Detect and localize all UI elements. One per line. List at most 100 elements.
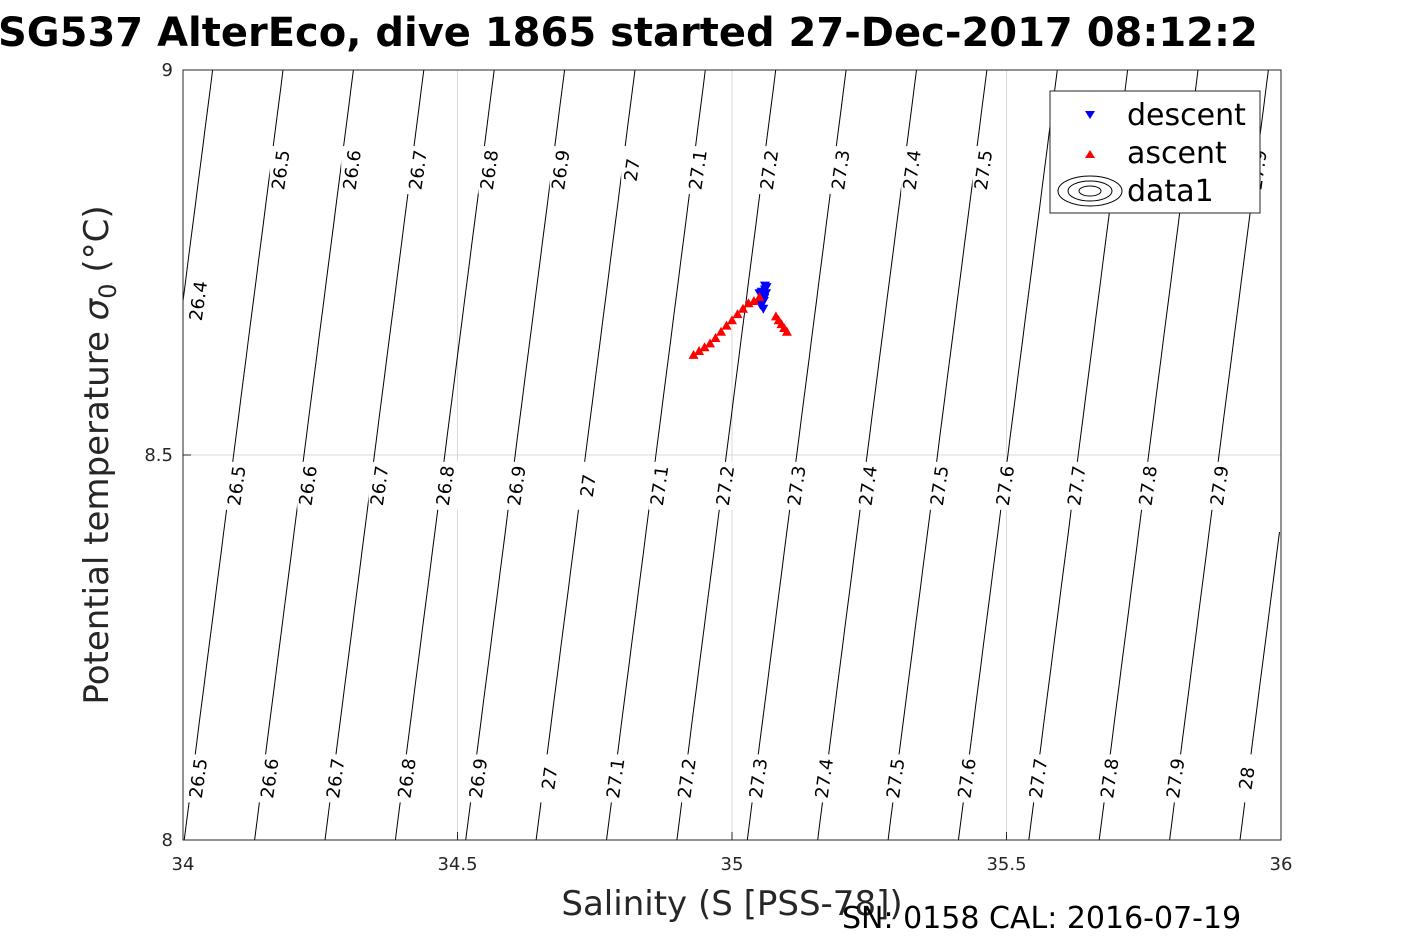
legend-descent-label: descent xyxy=(1127,98,1246,133)
contour-label-bg xyxy=(225,461,250,510)
contour-label-bg xyxy=(994,461,1019,510)
contour-label-bg xyxy=(258,754,283,803)
contour-label-bg xyxy=(687,146,712,195)
contour-label-bg xyxy=(1065,461,1090,510)
ascent-point xyxy=(754,292,765,302)
contour-label-bg xyxy=(648,461,673,510)
ascent-point xyxy=(716,326,727,336)
y-tick-label: 8 xyxy=(162,830,173,851)
contour-label-bg xyxy=(187,277,212,325)
density-contour-line xyxy=(535,69,636,841)
contour-label-bg xyxy=(407,146,432,195)
density-contour-line xyxy=(183,69,284,841)
contour-label-bg xyxy=(549,146,574,195)
density-contour-line xyxy=(746,69,847,841)
contour-label-bg xyxy=(785,461,810,510)
legend-descent-marker xyxy=(1085,111,1095,119)
ascent-point xyxy=(737,303,748,313)
contour-label-bg xyxy=(972,146,997,195)
ascent-point xyxy=(781,326,792,336)
density-contour-line xyxy=(324,69,425,841)
contour-label-bg xyxy=(467,754,492,803)
legend: descent ascent data1 xyxy=(1049,90,1261,214)
contour-label-bg xyxy=(829,146,854,195)
contour-label-bg xyxy=(621,146,646,195)
contour-label: 27 xyxy=(538,766,562,792)
ascent-point xyxy=(710,332,721,342)
contour-label-bg xyxy=(857,461,882,510)
legend-contour-icon xyxy=(1057,175,1123,207)
contour-label-bg xyxy=(1164,754,1189,803)
calibration-footer: SN: 0158 CAL: 2016-07-19 xyxy=(842,901,1241,936)
contour-label-bg xyxy=(187,754,212,803)
legend-ascent-marker xyxy=(1085,150,1095,158)
contour-label: 27 xyxy=(577,473,601,499)
contour-label-bg xyxy=(341,146,366,195)
ascent-point xyxy=(721,320,732,330)
contour-label-bg xyxy=(478,146,503,195)
contour-label-bg xyxy=(604,754,629,803)
x-tick-label: 35.5 xyxy=(986,854,1026,875)
legend-ascent-label: ascent xyxy=(1127,136,1227,171)
contour-label-bg xyxy=(928,461,953,510)
ascent-point xyxy=(699,342,710,352)
contour-labels: 26.426.5 26.6 26.7 26.8 26.9 27 27.1 27.2 27.3 27… xyxy=(186,146,1272,803)
x-tick-label: 34.5 xyxy=(437,854,477,875)
legend-data1-label: data1 xyxy=(1127,174,1214,209)
axis-ticks: 34 34.5 35 35.5 36 8 8.5 9 xyxy=(144,60,1292,875)
ascent-point xyxy=(688,349,699,359)
contour-label: 27 xyxy=(621,157,645,183)
density-contour-line xyxy=(676,69,777,841)
density-contour-line xyxy=(817,69,917,841)
contour-label-bg xyxy=(1098,754,1123,803)
x-tick-label: 34 xyxy=(172,854,195,875)
contour-label-bg xyxy=(1137,461,1162,510)
contour-label-bg xyxy=(505,461,530,510)
legend-box xyxy=(1049,90,1261,214)
contour-label-bg xyxy=(538,754,563,803)
data-points xyxy=(688,281,792,359)
ascent-point xyxy=(748,296,759,305)
density-contour-line xyxy=(182,69,214,302)
y-axis-label: Potential temperature σ0 (°C) xyxy=(77,205,122,704)
contour-label-bg xyxy=(714,461,739,510)
contour-label-bg xyxy=(747,754,772,803)
contour-label-bg xyxy=(901,146,926,195)
contour-label-bg xyxy=(956,754,981,803)
density-contour-line xyxy=(394,69,495,841)
ascent-point xyxy=(705,338,716,348)
contour-label-bg xyxy=(758,146,783,195)
contour-label-bg xyxy=(297,461,322,510)
x-tick-label: 35 xyxy=(721,854,744,875)
contour-label: 28 xyxy=(1236,766,1260,792)
contour-label-bg xyxy=(434,461,459,510)
ascent-point xyxy=(732,309,743,319)
descent-point xyxy=(761,283,772,293)
density-contour-line xyxy=(887,69,988,841)
contour-label-bg xyxy=(324,754,349,803)
contour-label-bg xyxy=(269,146,294,195)
y-tick-label: 9 xyxy=(162,60,173,81)
descent-point xyxy=(756,287,767,297)
contour-label-bg xyxy=(577,461,602,510)
x-tick-label: 36 xyxy=(1270,854,1293,875)
ascent-point xyxy=(694,346,705,356)
contour-label-bg xyxy=(813,754,838,803)
ascent-point xyxy=(727,315,737,325)
contour-label-bg xyxy=(1027,754,1052,803)
density-contour-line xyxy=(465,69,566,841)
density-contour-line xyxy=(957,69,1058,841)
density-contour-line xyxy=(606,69,706,841)
ascent-point xyxy=(743,298,754,308)
contour-label-bg xyxy=(368,461,393,510)
contour-label-bg xyxy=(1208,461,1233,510)
contour-label-bg xyxy=(396,754,421,803)
y-tick-label: 8.5 xyxy=(144,445,173,466)
chart-title: SG537 AlterEco, dive 1865 started 27-Dec… xyxy=(0,10,1258,56)
density-contour-line xyxy=(254,69,354,841)
descent-point xyxy=(758,304,769,314)
contour-label-bg xyxy=(1236,754,1261,803)
x-axis-label: Salinity (S [PSS-78]) xyxy=(561,884,902,924)
contour-label-bg xyxy=(884,754,909,803)
